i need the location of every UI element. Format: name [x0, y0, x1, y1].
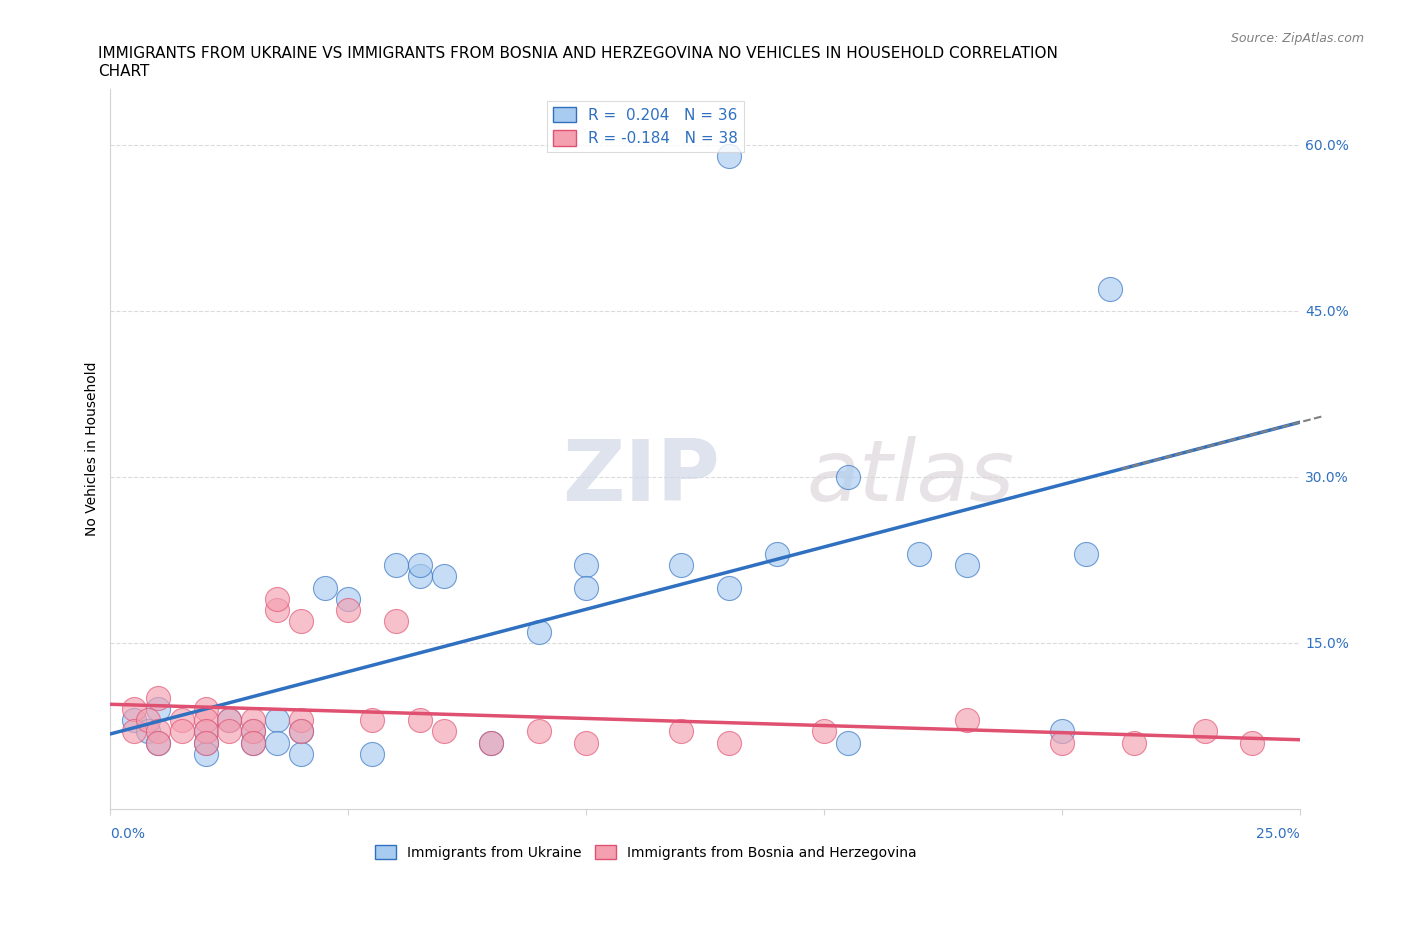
Point [194, 735, 217, 750]
Point [956, 713, 979, 728]
Point [266, 603, 288, 618]
Point [527, 624, 550, 639]
Point [385, 558, 408, 573]
Point [290, 713, 312, 728]
Point [361, 713, 384, 728]
Point [218, 724, 240, 739]
Point [1098, 281, 1121, 296]
Point [266, 591, 288, 606]
Point [813, 724, 835, 739]
Point [837, 470, 859, 485]
Point [194, 724, 217, 739]
Point [290, 724, 312, 739]
Point [194, 724, 217, 739]
Point [671, 724, 693, 739]
Point [138, 724, 160, 739]
Point [218, 713, 240, 728]
Point [671, 558, 693, 573]
Point [908, 547, 931, 562]
Point [170, 713, 193, 728]
Point [361, 746, 384, 761]
Point [194, 713, 217, 728]
Text: 0.0%: 0.0% [111, 827, 145, 841]
Point [290, 746, 312, 761]
Point [266, 735, 288, 750]
Point [194, 746, 217, 761]
Point [242, 724, 264, 739]
Point [146, 735, 169, 750]
Point [718, 580, 741, 595]
Point [718, 735, 741, 750]
Point [1050, 735, 1073, 750]
Y-axis label: No Vehicles in Household: No Vehicles in Household [86, 362, 100, 537]
Point [409, 558, 432, 573]
Text: 25.0%: 25.0% [1257, 827, 1301, 841]
Point [146, 702, 169, 717]
Text: IMMIGRANTS FROM UKRAINE VS IMMIGRANTS FROM BOSNIA AND HERZEGOVINA NO VEHICLES IN: IMMIGRANTS FROM UKRAINE VS IMMIGRANTS FR… [98, 46, 1059, 79]
Point [242, 724, 264, 739]
Point [765, 547, 787, 562]
Point [432, 724, 454, 739]
Point [479, 735, 502, 750]
Point [837, 735, 859, 750]
Point [138, 713, 160, 728]
Point [122, 702, 145, 717]
Point [432, 569, 454, 584]
Point [479, 735, 502, 750]
Point [194, 735, 217, 750]
Point [146, 735, 169, 750]
Text: Source: ZipAtlas.com: Source: ZipAtlas.com [1230, 32, 1364, 45]
Point [290, 724, 312, 739]
Point [575, 735, 598, 750]
Point [122, 724, 145, 739]
Point [170, 724, 193, 739]
Point [956, 558, 979, 573]
Point [242, 735, 264, 750]
Point [1122, 735, 1144, 750]
Point [290, 613, 312, 628]
Point [337, 603, 360, 618]
Point [385, 613, 408, 628]
Point [146, 724, 169, 739]
Point [409, 569, 432, 584]
Point [337, 591, 360, 606]
Point [266, 713, 288, 728]
Point [1050, 724, 1073, 739]
Point [1241, 735, 1264, 750]
Point [122, 713, 145, 728]
Point [1074, 547, 1097, 562]
Point [718, 149, 741, 164]
Point [146, 691, 169, 706]
Legend: R =  0.204   N = 36, R = -0.184   N = 38: R = 0.204 N = 36, R = -0.184 N = 38 [547, 100, 744, 153]
Point [242, 735, 264, 750]
Text: ZIP: ZIP [562, 436, 720, 520]
Point [194, 702, 217, 717]
Point [1194, 724, 1216, 739]
Point [242, 713, 264, 728]
Point [575, 580, 598, 595]
Point [218, 713, 240, 728]
Point [527, 724, 550, 739]
Point [314, 580, 336, 595]
Text: atlas: atlas [807, 436, 1014, 520]
Point [409, 713, 432, 728]
Point [575, 558, 598, 573]
